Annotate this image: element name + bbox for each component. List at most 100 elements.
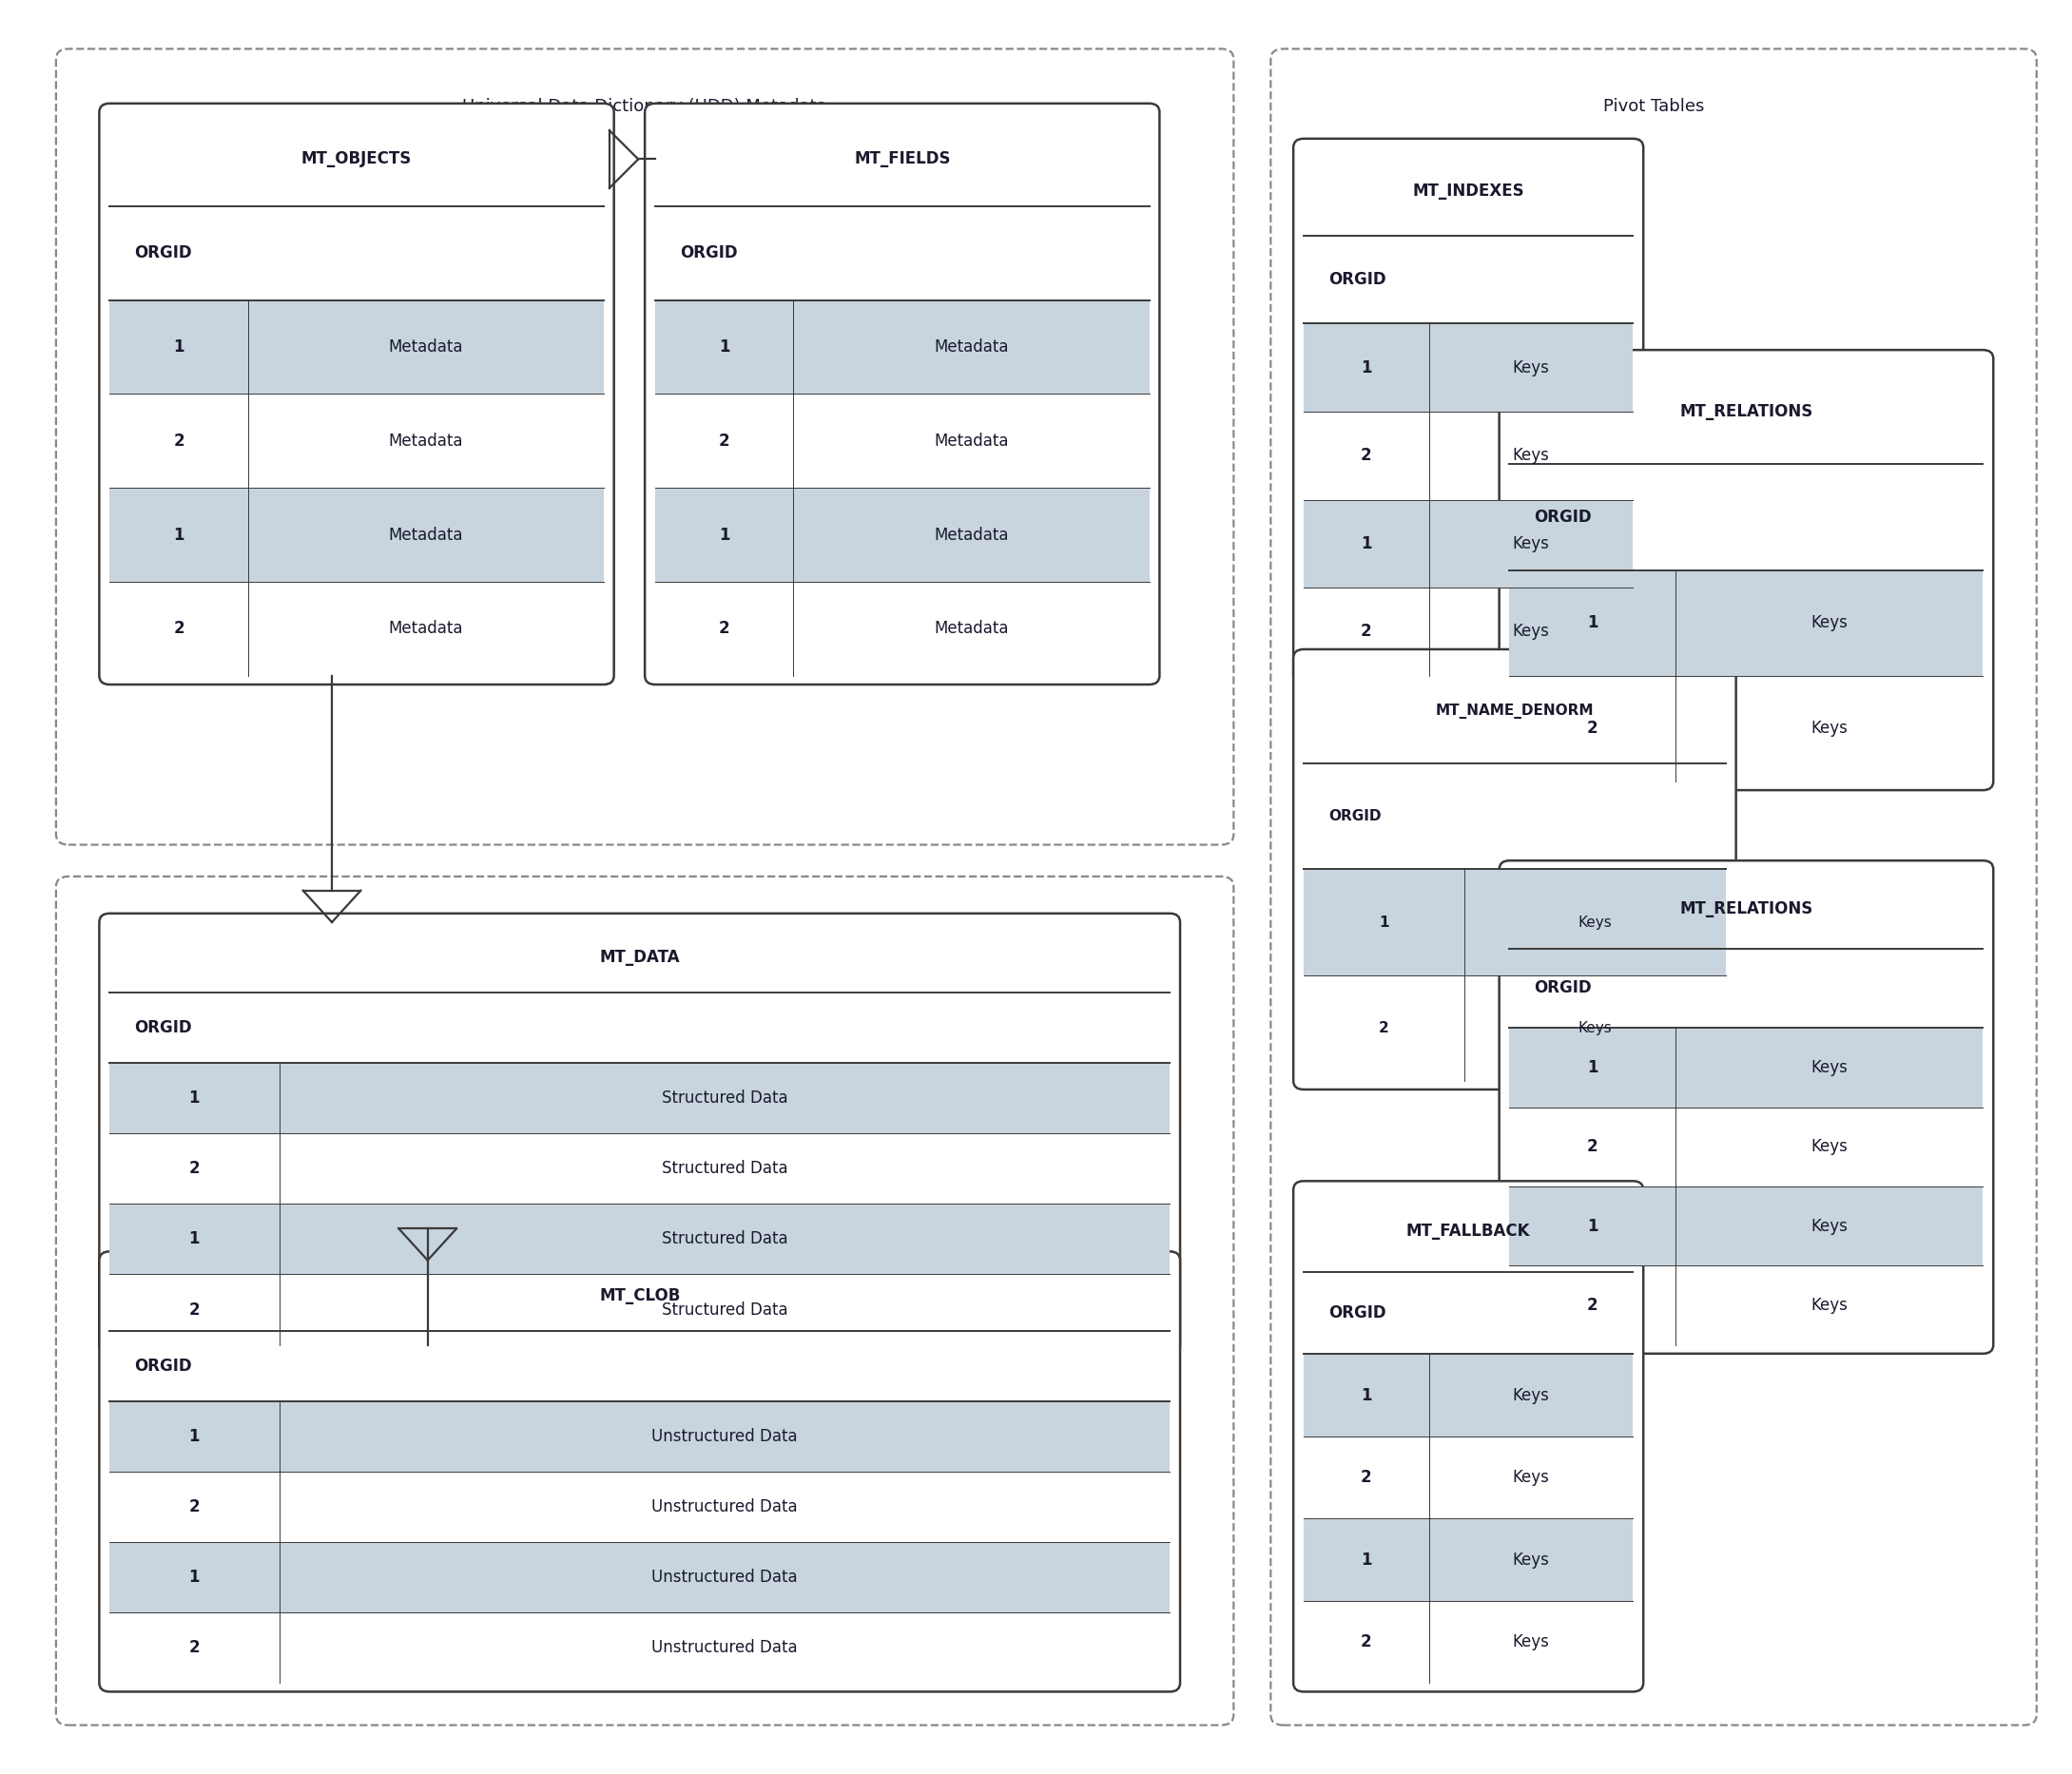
Text: Unstructured Data: Unstructured Data bbox=[651, 1428, 798, 1446]
Text: 2: 2 bbox=[719, 433, 729, 449]
Text: Metadata: Metadata bbox=[387, 339, 464, 355]
Text: 2: 2 bbox=[719, 621, 729, 637]
Text: Pivot Tables: Pivot Tables bbox=[1604, 98, 1703, 115]
Text: 1: 1 bbox=[1378, 915, 1388, 930]
Text: Metadata: Metadata bbox=[934, 621, 1009, 637]
Text: Structured Data: Structured Data bbox=[661, 1231, 787, 1247]
Text: Keys: Keys bbox=[1513, 447, 1550, 465]
Text: Keys: Keys bbox=[1513, 536, 1550, 552]
Text: Structured Data: Structured Data bbox=[661, 1300, 787, 1318]
Text: 1: 1 bbox=[1361, 358, 1372, 376]
Text: 1: 1 bbox=[174, 339, 184, 355]
Text: Keys: Keys bbox=[1811, 614, 1848, 632]
Text: MT_RELATIONS: MT_RELATIONS bbox=[1680, 403, 1813, 420]
Text: 2: 2 bbox=[1587, 1139, 1598, 1155]
Text: ORGID: ORGID bbox=[1328, 809, 1382, 823]
Text: 2: 2 bbox=[1361, 1469, 1372, 1487]
Bar bbox=[1303, 1354, 1633, 1437]
Text: 2: 2 bbox=[189, 1300, 199, 1318]
Text: 2: 2 bbox=[189, 1160, 199, 1178]
Text: Keys: Keys bbox=[1811, 720, 1848, 736]
Text: 2: 2 bbox=[1378, 1020, 1388, 1034]
Text: 2: 2 bbox=[1587, 1297, 1598, 1315]
Text: 2: 2 bbox=[1361, 1634, 1372, 1650]
Bar bbox=[110, 300, 603, 394]
Text: 1: 1 bbox=[1587, 614, 1598, 632]
Text: ORGID: ORGID bbox=[1533, 509, 1591, 525]
Bar bbox=[1510, 1187, 1983, 1265]
Text: Metadata: Metadata bbox=[387, 527, 464, 543]
Text: MT_FALLBACK: MT_FALLBACK bbox=[1407, 1222, 1531, 1240]
Text: Keys: Keys bbox=[1513, 358, 1550, 376]
Bar bbox=[1510, 1027, 1983, 1107]
Text: 1: 1 bbox=[1361, 1550, 1372, 1568]
Text: 2: 2 bbox=[189, 1639, 199, 1657]
Text: Universal Data Dictionary (UDD) Metadata: Universal Data Dictionary (UDD) Metadata bbox=[462, 98, 827, 115]
Text: 2: 2 bbox=[189, 1499, 199, 1515]
Text: Data: Data bbox=[624, 926, 665, 942]
Text: ORGID: ORGID bbox=[135, 245, 193, 263]
FancyBboxPatch shape bbox=[1293, 649, 1736, 1089]
Text: MT_INDEXES: MT_INDEXES bbox=[1413, 183, 1525, 200]
Text: 1: 1 bbox=[189, 1231, 199, 1247]
Bar bbox=[1510, 569, 1983, 676]
Text: 1: 1 bbox=[189, 1568, 199, 1586]
Text: Metadata: Metadata bbox=[387, 621, 464, 637]
Text: 1: 1 bbox=[719, 527, 729, 543]
Text: 2: 2 bbox=[1361, 623, 1372, 640]
Bar bbox=[110, 488, 603, 582]
Text: Keys: Keys bbox=[1513, 1387, 1550, 1403]
FancyBboxPatch shape bbox=[644, 103, 1160, 685]
Text: MT_NAME_DENORM: MT_NAME_DENORM bbox=[1436, 703, 1593, 718]
Text: Keys: Keys bbox=[1513, 623, 1550, 640]
Text: Keys: Keys bbox=[1579, 915, 1612, 930]
Text: 1: 1 bbox=[1587, 1217, 1598, 1235]
Text: 2: 2 bbox=[174, 621, 184, 637]
Text: 1: 1 bbox=[189, 1089, 199, 1107]
FancyBboxPatch shape bbox=[1293, 138, 1643, 685]
Text: Metadata: Metadata bbox=[934, 339, 1009, 355]
Text: 1: 1 bbox=[1361, 536, 1372, 552]
Text: MT_OBJECTS: MT_OBJECTS bbox=[300, 151, 412, 169]
FancyBboxPatch shape bbox=[99, 103, 613, 685]
Text: Unstructured Data: Unstructured Data bbox=[651, 1499, 798, 1515]
FancyBboxPatch shape bbox=[1500, 349, 1993, 789]
Text: Keys: Keys bbox=[1811, 1059, 1848, 1077]
Bar bbox=[655, 300, 1150, 394]
Text: MT_DATA: MT_DATA bbox=[599, 949, 680, 967]
Bar bbox=[110, 1063, 1171, 1134]
Bar bbox=[110, 1401, 1171, 1472]
Bar bbox=[1303, 1519, 1633, 1600]
Text: Metadata: Metadata bbox=[387, 433, 464, 449]
Text: Keys: Keys bbox=[1513, 1469, 1550, 1487]
Text: 1: 1 bbox=[1361, 1387, 1372, 1403]
Text: 2: 2 bbox=[1361, 447, 1372, 465]
Text: 1: 1 bbox=[719, 339, 729, 355]
Text: Metadata: Metadata bbox=[934, 527, 1009, 543]
Bar bbox=[655, 488, 1150, 582]
FancyBboxPatch shape bbox=[99, 1251, 1181, 1692]
Text: 1: 1 bbox=[174, 527, 184, 543]
Text: ORGID: ORGID bbox=[135, 1357, 193, 1375]
Text: Keys: Keys bbox=[1811, 1217, 1848, 1235]
Text: ORGID: ORGID bbox=[1533, 979, 1591, 997]
Bar bbox=[110, 1205, 1171, 1274]
Text: Structured Data: Structured Data bbox=[661, 1160, 787, 1178]
Text: 2: 2 bbox=[1587, 720, 1598, 736]
Bar bbox=[1303, 323, 1633, 412]
Bar bbox=[110, 1542, 1171, 1613]
Text: ORGID: ORGID bbox=[680, 245, 738, 263]
Text: Keys: Keys bbox=[1811, 1297, 1848, 1315]
FancyBboxPatch shape bbox=[1293, 1181, 1643, 1692]
Text: ORGID: ORGID bbox=[1328, 271, 1386, 287]
Text: Unstructured Data: Unstructured Data bbox=[651, 1568, 798, 1586]
FancyBboxPatch shape bbox=[99, 914, 1181, 1354]
Text: 1: 1 bbox=[1587, 1059, 1598, 1077]
Text: ORGID: ORGID bbox=[1328, 1304, 1386, 1322]
Bar bbox=[1303, 500, 1633, 587]
Text: ORGID: ORGID bbox=[135, 1020, 193, 1036]
Text: Keys: Keys bbox=[1513, 1550, 1550, 1568]
Text: MT_CLOB: MT_CLOB bbox=[599, 1286, 680, 1304]
FancyBboxPatch shape bbox=[1500, 860, 1993, 1354]
Text: Unstructured Data: Unstructured Data bbox=[651, 1639, 798, 1657]
